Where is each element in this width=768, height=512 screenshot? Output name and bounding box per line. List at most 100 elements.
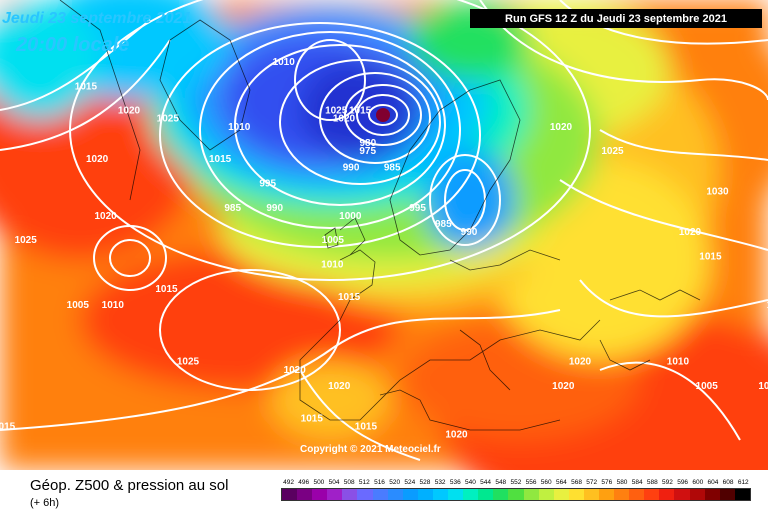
pressure-label: 985 (224, 203, 241, 214)
legend-tick: 500 (313, 479, 325, 486)
legend-color-bar (281, 488, 751, 501)
pressure-label: 1020 (94, 211, 117, 222)
pressure-label: 990 (461, 227, 478, 238)
legend-swatch (448, 489, 464, 500)
legend-tick: 556 (525, 479, 537, 486)
legend-tick: 504 (328, 479, 340, 486)
pressure-label: 1025 (177, 357, 200, 368)
legend-swatch (583, 489, 599, 500)
pressure-label: 1020 (118, 106, 141, 117)
pressure-label: 1020 (328, 381, 351, 392)
legend-swatch (312, 489, 328, 500)
legend-swatch (734, 489, 750, 500)
legend-swatch (463, 489, 479, 500)
pressure-label: 1020 (550, 122, 573, 133)
legend-swatch (493, 489, 509, 500)
pressure-label: 1010 (667, 357, 690, 368)
pressure-label: 1020 (333, 114, 356, 125)
legend-swatch (719, 489, 735, 500)
pressure-label: 1000 (339, 211, 362, 222)
legend-swatch (342, 489, 358, 500)
legend-tick-labels: 492 496 500 504 508 512 516 520 524 528 532 536 540 5… (281, 477, 751, 488)
run-info: Run GFS 12 Z du Jeudi 23 septembre 2021 (470, 9, 762, 28)
legend-tick: 576 (601, 479, 613, 486)
legend-tick: 532 (434, 479, 446, 486)
legend-swatch (282, 489, 298, 500)
legend-tick: 516 (374, 479, 385, 486)
legend-tick: 548 (495, 479, 507, 486)
pressure-label: 1025 (325, 106, 348, 117)
legend-tick: 560 (540, 479, 552, 486)
legend-swatch (327, 489, 343, 500)
pressure-label: 1015 (155, 284, 178, 295)
legend-swatch (598, 489, 615, 500)
pressure-label: 1020 (86, 154, 109, 165)
map-title: Géop. Z500 & pression au sol (30, 477, 229, 494)
legend-swatch (417, 489, 433, 500)
pressure-label: 1025 (601, 146, 624, 157)
pressure-label: 1010 (273, 57, 296, 68)
legend-tick: 512 (358, 479, 370, 486)
footer: Géop. Z500 & pression au sol (+ 6h) 492 4… (0, 470, 768, 512)
pressure-label: 1015 (338, 292, 361, 303)
pressure-label: 985 (384, 162, 401, 173)
legend-tick: 552 (510, 479, 522, 486)
legend-swatch (568, 489, 584, 500)
color-legend: 492 496 500 504 508 512 516 520 524 528 532 536 540 5… (281, 477, 751, 501)
legend-tick: 580 (616, 479, 628, 486)
legend-swatch (387, 489, 403, 500)
pressure-label: 995 (409, 203, 426, 214)
legend-swatch (614, 489, 630, 500)
pressure-label: 1010 (321, 260, 344, 271)
legend-swatch (704, 489, 720, 500)
legend-tick: 584 (631, 479, 643, 486)
legend-swatch (674, 489, 690, 500)
legend-swatch (478, 489, 494, 500)
legend-tick: 592 (662, 479, 673, 486)
legend-swatch (629, 489, 645, 500)
pressure-label: 990 (266, 203, 283, 214)
legend-swatch (432, 489, 449, 500)
pressure-label: 1005 (67, 300, 90, 311)
forecast-step: (+ 6h) (30, 497, 60, 509)
pressure-label: 1020 (552, 381, 575, 392)
pressure-label: 1015 (75, 81, 98, 92)
legend-swatch (659, 489, 675, 500)
legend-tick: 572 (586, 479, 598, 486)
legend-tick: 496 (298, 479, 310, 486)
pressure-label: 1025 (15, 235, 38, 246)
pressure-label: 1020 (679, 227, 702, 238)
legend-tick: 540 (465, 479, 476, 486)
legend-swatch (644, 489, 660, 500)
pressure-label: 1025 (157, 114, 180, 125)
pressure-label: 1015 (209, 154, 232, 165)
valid-date: Jeudi 23 septembre 2021 (2, 10, 192, 27)
pressure-label: 980 (359, 138, 376, 149)
legend-tick: 528 (419, 479, 431, 486)
legend-tick: 608 (722, 479, 734, 486)
legend-tick: 588 (646, 479, 658, 486)
pressure-label: 1030 (706, 187, 729, 198)
pressure-label: 1005 (322, 235, 345, 246)
legend-swatch (508, 489, 524, 500)
pressure-label: 1015 (301, 413, 324, 424)
pressure-label: 1005 (758, 381, 768, 392)
legend-tick: 596 (677, 479, 689, 486)
legend-tick: 508 (343, 479, 355, 486)
pressure-label: 1010 (228, 122, 251, 133)
legend-swatch (689, 489, 705, 500)
pressure-label: 1020 (284, 365, 307, 376)
low-pressure-center (376, 108, 390, 122)
legend-swatch (553, 489, 569, 500)
legend-tick: 492 (283, 479, 294, 486)
legend-swatch (402, 489, 418, 500)
legend-tick: 604 (707, 479, 719, 486)
legend-swatch (357, 489, 373, 500)
valid-time: 20:00 locale (16, 34, 130, 56)
pressure-label: 1005 (696, 381, 719, 392)
legend-swatch (538, 489, 554, 500)
legend-tick: 600 (692, 479, 704, 486)
pressure-label: 1015 (0, 422, 16, 433)
legend-tick: 544 (480, 479, 492, 486)
